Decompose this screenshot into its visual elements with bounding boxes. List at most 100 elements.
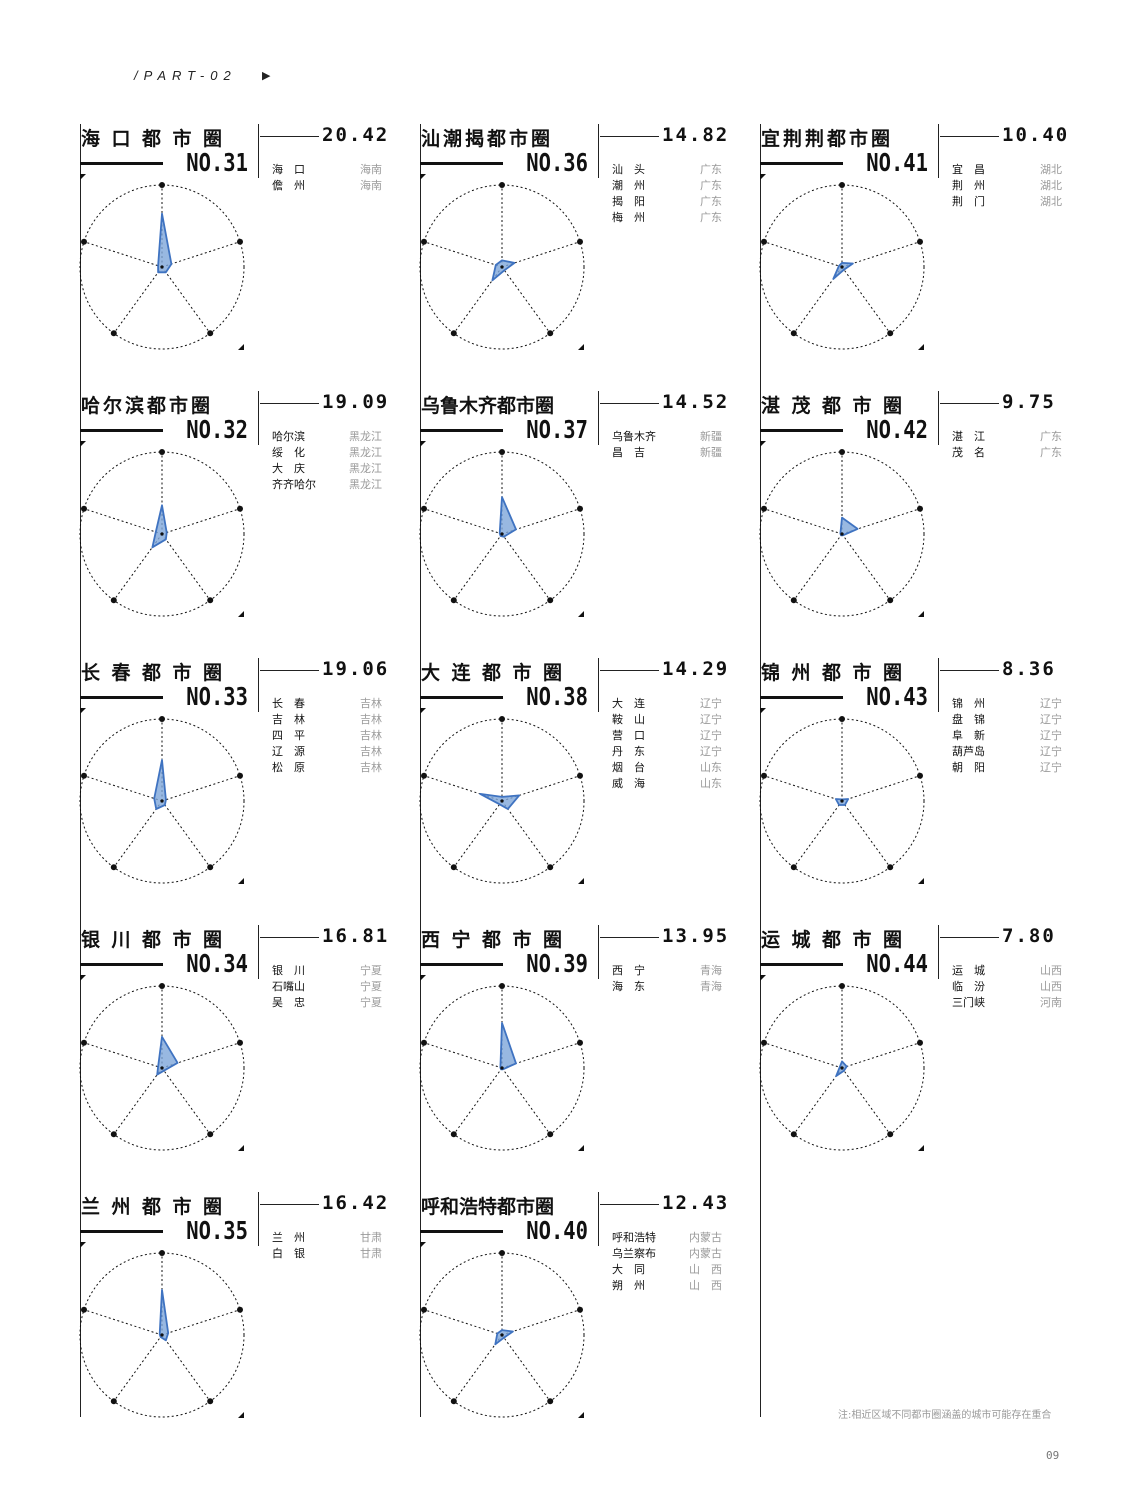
city-row: 潮 州 广东	[612, 178, 722, 194]
city-row: 荆 州 湖北	[952, 178, 1062, 194]
radar-center-dot	[160, 1066, 164, 1070]
radar-axis-dot	[547, 864, 554, 871]
rank-bar	[420, 696, 503, 699]
radar-axis-dot	[421, 505, 427, 512]
radar-axis-dot	[577, 1039, 583, 1046]
city-province: 吉林	[360, 761, 382, 774]
radar-axis	[161, 241, 241, 268]
radar-axis	[161, 1067, 211, 1135]
radar-axis-dot	[499, 983, 505, 989]
city-row: 吴 忠 宁夏	[272, 995, 382, 1011]
radar-chart	[79, 441, 245, 617]
city-province: 吉林	[360, 745, 382, 758]
metro-card: 西宁都市圈 NO.39 13.95 西 宁青海海 东青海	[419, 925, 727, 1192]
radar-axis-dot	[790, 597, 797, 604]
city-row: 三门峡 河南	[952, 995, 1062, 1011]
metro-title: 海口都市圈	[81, 128, 234, 150]
metro-score: 7.80	[1002, 925, 1056, 947]
footnote: 注:相近区域不同都市圈涵盖的城市可能存在重合	[838, 1410, 1052, 1421]
radar-center-dot	[500, 1066, 504, 1070]
score-divider	[258, 391, 259, 445]
city-list: 汕 头广东潮 州广东揭 阳广东梅 州广东	[612, 162, 722, 226]
radar-outline	[79, 451, 245, 617]
radar-axis	[113, 266, 163, 334]
city-row: 石嘴山 宁夏	[272, 979, 382, 995]
score-leader-line	[600, 1204, 659, 1205]
radar-axis-dot	[450, 1398, 457, 1405]
radar-axis-dot	[839, 449, 845, 455]
radar-chart	[79, 708, 245, 884]
metro-title: 锦州都市圈	[761, 662, 914, 684]
radar-axis-dot	[450, 597, 457, 604]
radar-axis-dot	[887, 1131, 894, 1138]
radar-axis-dot	[450, 330, 457, 337]
corner-mark-icon	[80, 708, 86, 714]
radar-center-dot	[160, 799, 164, 803]
city-name: 宜 昌	[952, 163, 985, 176]
city-name: 兰 州	[272, 1231, 305, 1244]
city-province: 广东	[700, 163, 722, 176]
city-province: 宁夏	[360, 996, 382, 1009]
city-province: 山西	[1040, 964, 1062, 977]
city-name: 儋 州	[272, 179, 305, 192]
radar-axis-dot	[547, 597, 554, 604]
score-divider	[938, 124, 939, 178]
score-leader-line	[940, 937, 999, 938]
metro-score: 14.29	[662, 658, 730, 680]
city-row: 宜 昌 湖北	[952, 162, 1062, 178]
city-province: 山 西	[689, 1279, 722, 1292]
city-name: 哈尔滨	[272, 430, 305, 443]
city-name: 鞍 山	[612, 713, 645, 726]
city-province: 山西	[1040, 980, 1062, 993]
city-name: 海 口	[272, 163, 305, 176]
radar-axis-dot	[761, 772, 767, 779]
radar-axis	[423, 1042, 503, 1069]
city-province: 辽宁	[700, 729, 722, 742]
city-name: 烟 台	[612, 761, 645, 774]
metro-score: 10.40	[1002, 124, 1070, 146]
radar-value-area	[158, 1289, 170, 1342]
corner-mark-icon	[420, 1242, 426, 1248]
city-row: 阜 新 辽宁	[952, 728, 1062, 744]
metro-title: 湛茂都市圈	[761, 395, 914, 417]
city-row: 绥 化 黑龙江	[272, 445, 382, 461]
city-name: 齐齐哈尔	[272, 478, 316, 491]
corner-mark-icon	[420, 708, 426, 714]
city-province: 黑龙江	[349, 430, 382, 443]
corner-mark-icon	[80, 174, 86, 180]
city-name: 潮 州	[612, 179, 645, 192]
metro-title: 长春都市圈	[81, 662, 234, 684]
city-province: 山东	[700, 761, 722, 774]
radar-axis	[453, 1067, 503, 1135]
city-name: 乌兰察布	[612, 1247, 656, 1260]
radar-axis-dot	[207, 1398, 214, 1405]
city-row: 大 同山 西	[612, 1262, 722, 1278]
city-row: 乌兰察布 内蒙古	[612, 1246, 722, 1262]
city-row: 湛 江 广东	[952, 429, 1062, 445]
radar-value-area	[491, 259, 516, 282]
metro-rank: NO.36	[526, 148, 588, 177]
radar-axis-dot	[159, 1250, 165, 1256]
radar-chart	[419, 708, 585, 884]
radar-center-dot	[160, 265, 164, 269]
metro-title: 大连都市圈	[421, 662, 574, 684]
score-leader-line	[600, 670, 659, 671]
metro-rank: NO.41	[866, 148, 928, 177]
radar-axis-dot	[887, 330, 894, 337]
radar-axis	[501, 1334, 551, 1402]
corner-mark-icon	[918, 611, 924, 617]
column-rule-3	[760, 124, 761, 1417]
radar-axis-dot	[499, 716, 505, 722]
city-row: 齐齐哈尔 黑龙江	[272, 477, 382, 493]
rank-bar	[80, 429, 163, 432]
city-row: 海 东 青海	[612, 979, 722, 995]
radar-axis	[161, 775, 241, 802]
radar-axis-dot	[421, 1306, 427, 1313]
city-name: 荆 州	[952, 179, 985, 192]
corner-mark-icon	[918, 878, 924, 884]
radar-axis-dot	[499, 182, 505, 188]
city-name: 呼和浩特	[612, 1231, 656, 1244]
metro-title: 哈尔滨都市圈	[81, 395, 214, 417]
city-province: 海南	[360, 163, 382, 176]
score-leader-line	[600, 136, 659, 137]
